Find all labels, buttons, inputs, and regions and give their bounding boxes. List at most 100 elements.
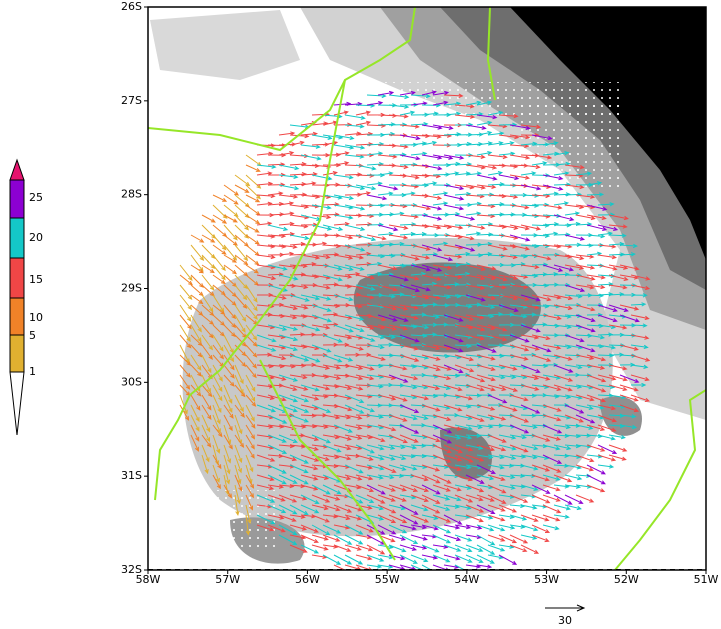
wind-arrow [465, 514, 484, 523]
wind-arrow [476, 544, 496, 555]
wind-arrow [256, 171, 273, 176]
wind-arrow [366, 314, 387, 322]
wind-arrow [344, 254, 365, 260]
wind-arrow [333, 174, 354, 180]
wind-arrow [520, 424, 538, 429]
wind-arrow [586, 204, 608, 211]
wind-arrow [553, 444, 572, 451]
wind-arrow [465, 384, 485, 392]
wind-arrow [355, 234, 377, 242]
wind-arrow [344, 444, 363, 450]
border-line [259, 359, 396, 561]
wind-arrow [476, 454, 494, 460]
wind-arrow [487, 274, 508, 282]
wind-arrow [564, 284, 586, 292]
wind-arrow [465, 444, 484, 450]
wind-arrow [498, 194, 519, 199]
wind-arrow [377, 224, 399, 232]
wind-arrow [289, 514, 306, 519]
wind-arrow [300, 154, 322, 161]
wind-arrow [300, 404, 319, 411]
wind-arrow [344, 124, 365, 129]
wind-arrow [575, 254, 595, 259]
wind-arrow [465, 474, 485, 484]
wind-arrow [289, 374, 308, 380]
wind-arrow [388, 114, 409, 119]
wind-arrow [520, 514, 539, 522]
wind-arrow [223, 314, 236, 329]
wind-arrow [597, 224, 619, 231]
wind-arrow [245, 344, 258, 358]
wind-arrow [300, 254, 321, 260]
wind-arrow [300, 484, 319, 491]
wind-arrow [542, 344, 562, 350]
wind-arrow [454, 354, 475, 362]
lat-label: 27S [121, 94, 142, 107]
wind-arrow [487, 141, 504, 146]
wind-arrow [454, 554, 473, 563]
wind-arrow [531, 294, 552, 302]
wind-arrow [542, 174, 564, 181]
wind-arrow [190, 404, 200, 423]
wind-arrow [597, 304, 618, 312]
wind-arrow [553, 294, 574, 301]
wind-arrow [564, 211, 581, 216]
wind-arrow [388, 434, 408, 444]
wind-arrow [410, 244, 431, 251]
wind-arrow [267, 474, 287, 485]
wind-arrow [388, 544, 407, 553]
wind-arrow [289, 504, 309, 515]
wind-arrow [608, 364, 628, 371]
colorbar-segment [9, 257, 25, 299]
wind-arrow [278, 131, 296, 136]
wind-arrow [509, 544, 528, 552]
wind-arrow [586, 444, 606, 452]
wind-arrow [201, 264, 215, 274]
wind-arrow [476, 464, 496, 474]
wind-arrow [575, 284, 595, 290]
wind-arrow [366, 484, 386, 495]
wind-arrow [465, 294, 486, 302]
wind-arrow [465, 393, 482, 398]
wind-arrow [476, 174, 498, 181]
wind-arrow [300, 434, 320, 441]
wind-arrow [234, 454, 242, 474]
wind-arrow [179, 304, 192, 322]
wind-arrow [311, 224, 333, 231]
wind-arrow [289, 363, 307, 368]
wind-arrow [190, 294, 204, 305]
wind-arrow [476, 192, 495, 197]
wind-arrow [355, 324, 375, 330]
wind-arrow [509, 244, 530, 251]
wind-arrow [355, 374, 375, 381]
lat-label: 28S [121, 188, 142, 201]
wind-arrow [575, 171, 593, 176]
wind-arrow [399, 214, 419, 219]
wind-arrow [355, 294, 375, 300]
wind-arrow [333, 444, 352, 451]
lat-label: 29S [121, 282, 142, 295]
wind-arrow [432, 534, 452, 544]
wind-arrow [597, 244, 617, 249]
wind-arrow [509, 424, 530, 434]
wind-arrow [465, 224, 486, 230]
wind-arrow [289, 332, 306, 337]
wind-arrow [487, 324, 508, 332]
wind-arrow [366, 464, 385, 471]
wind-arrow [311, 284, 331, 290]
wind-arrow [531, 322, 548, 327]
wind-arrow [399, 534, 419, 544]
wind-arrow [520, 444, 539, 451]
wind-arrow [245, 454, 254, 473]
wind-arrow [487, 284, 507, 290]
wind-arrow [432, 454, 452, 463]
wind-arrow [278, 201, 295, 206]
wind-arrow [256, 454, 276, 462]
wind-arrow [410, 394, 430, 401]
wind-arrow [487, 504, 506, 512]
wind-arrow [201, 314, 215, 325]
wind-arrow [498, 554, 518, 565]
wind-arrow [278, 374, 299, 382]
wind-arrow [465, 484, 485, 493]
wind-arrow [520, 464, 539, 471]
